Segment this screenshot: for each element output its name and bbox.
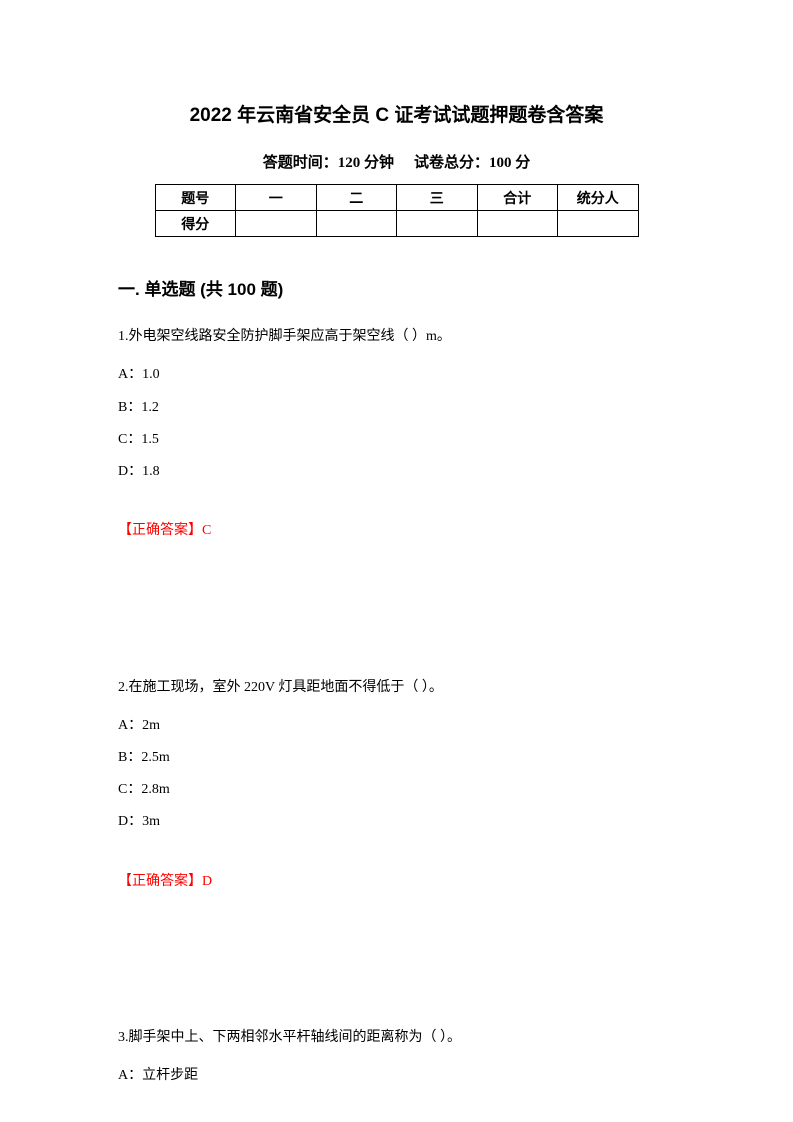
option-label: D： bbox=[118, 464, 142, 479]
spacing bbox=[118, 918, 675, 1023]
option: A：立杆步距 bbox=[118, 1060, 675, 1092]
row-label-cell: 得分 bbox=[155, 211, 236, 237]
header-cell: 题号 bbox=[155, 185, 236, 211]
spacing bbox=[118, 568, 675, 673]
question-block: 3.脚手架中上、下两相邻水平杆轴线间的距离称为（ ）。 A：立杆步距 bbox=[118, 1023, 675, 1093]
score-label: 试卷总分： bbox=[414, 154, 489, 171]
question-text: 2.在施工现场，室外 220V 灯具距地面不得低于（ ）。 bbox=[118, 673, 675, 702]
score-cell bbox=[316, 211, 397, 237]
score-value: 100 分 bbox=[489, 155, 530, 171]
question-body: 脚手架中上、下两相邻水平杆轴线间的距离称为（ ）。 bbox=[129, 1030, 462, 1045]
score-cell bbox=[236, 211, 317, 237]
question-number: 3. bbox=[118, 1030, 129, 1045]
option: B：2.5m bbox=[118, 742, 675, 774]
question-text: 3.脚手架中上、下两相邻水平杆轴线间的距离称为（ ）。 bbox=[118, 1023, 675, 1052]
option-text: 2.8m bbox=[141, 782, 169, 797]
option-label: A： bbox=[118, 718, 142, 733]
answer-label: 【正确答案】 bbox=[118, 523, 202, 538]
option: D：3m bbox=[118, 806, 675, 838]
option-text: 1.2 bbox=[141, 400, 159, 415]
option-text: 1.5 bbox=[141, 432, 159, 447]
score-cell bbox=[558, 211, 639, 237]
answer-line: 【正确答案】C bbox=[118, 516, 675, 545]
option-label: C： bbox=[118, 782, 141, 797]
option-text: 2m bbox=[142, 718, 160, 733]
option-label: A： bbox=[118, 367, 142, 382]
question-number: 1. bbox=[118, 329, 129, 344]
time-label: 答题时间： bbox=[263, 154, 338, 171]
option: C：2.8m bbox=[118, 774, 675, 806]
answer-value: D bbox=[202, 874, 212, 889]
option-label: D： bbox=[118, 814, 142, 829]
time-value: 120 分钟 bbox=[338, 155, 394, 171]
question-text: 1.外电架空线路安全防护脚手架应高于架空线（ ）m。 bbox=[118, 322, 675, 351]
option-label: A： bbox=[118, 1068, 142, 1083]
option: A：1.0 bbox=[118, 359, 675, 391]
answer-line: 【正确答案】D bbox=[118, 867, 675, 896]
option: B：1.2 bbox=[118, 392, 675, 424]
option-text: 2.5m bbox=[141, 750, 169, 765]
score-table: 题号 一 二 三 合计 统分人 得分 bbox=[155, 184, 639, 237]
header-cell: 一 bbox=[236, 185, 317, 211]
table-header-row: 题号 一 二 三 合计 统分人 bbox=[155, 185, 638, 211]
question-body: 在施工现场，室外 220V 灯具距地面不得低于（ ）。 bbox=[129, 680, 443, 695]
option-label: C： bbox=[118, 432, 141, 447]
option: A：2m bbox=[118, 710, 675, 742]
option-label: B： bbox=[118, 400, 141, 415]
option-text: 1.8 bbox=[142, 464, 160, 479]
question-body: 外电架空线路安全防护脚手架应高于架空线（ ）m。 bbox=[129, 329, 451, 344]
score-cell bbox=[397, 211, 478, 237]
header-cell: 二 bbox=[316, 185, 397, 211]
page-title: 2022 年云南省安全员 C 证考试试题押题卷含答案 bbox=[118, 100, 675, 127]
option-label: B： bbox=[118, 750, 141, 765]
option: D：1.8 bbox=[118, 456, 675, 488]
header-cell: 合计 bbox=[477, 185, 558, 211]
option-text: 立杆步距 bbox=[142, 1068, 198, 1083]
question-block: 1.外电架空线路安全防护脚手架应高于架空线（ ）m。 A：1.0 B：1.2 C… bbox=[118, 322, 675, 546]
question-block: 2.在施工现场，室外 220V 灯具距地面不得低于（ ）。 A：2m B：2.5… bbox=[118, 673, 675, 897]
answer-label: 【正确答案】 bbox=[118, 874, 202, 889]
header-cell: 统分人 bbox=[558, 185, 639, 211]
question-number: 2. bbox=[118, 680, 129, 695]
option-text: 3m bbox=[142, 814, 160, 829]
score-cell bbox=[477, 211, 558, 237]
table-score-row: 得分 bbox=[155, 211, 638, 237]
answer-value: C bbox=[202, 523, 211, 538]
header-cell: 三 bbox=[397, 185, 478, 211]
section-header: 一. 单选题 (共 100 题) bbox=[118, 275, 675, 300]
exam-subtitle: 答题时间：120 分钟 试卷总分：100 分 bbox=[118, 151, 675, 172]
option: C：1.5 bbox=[118, 424, 675, 456]
option-text: 1.0 bbox=[142, 367, 160, 382]
